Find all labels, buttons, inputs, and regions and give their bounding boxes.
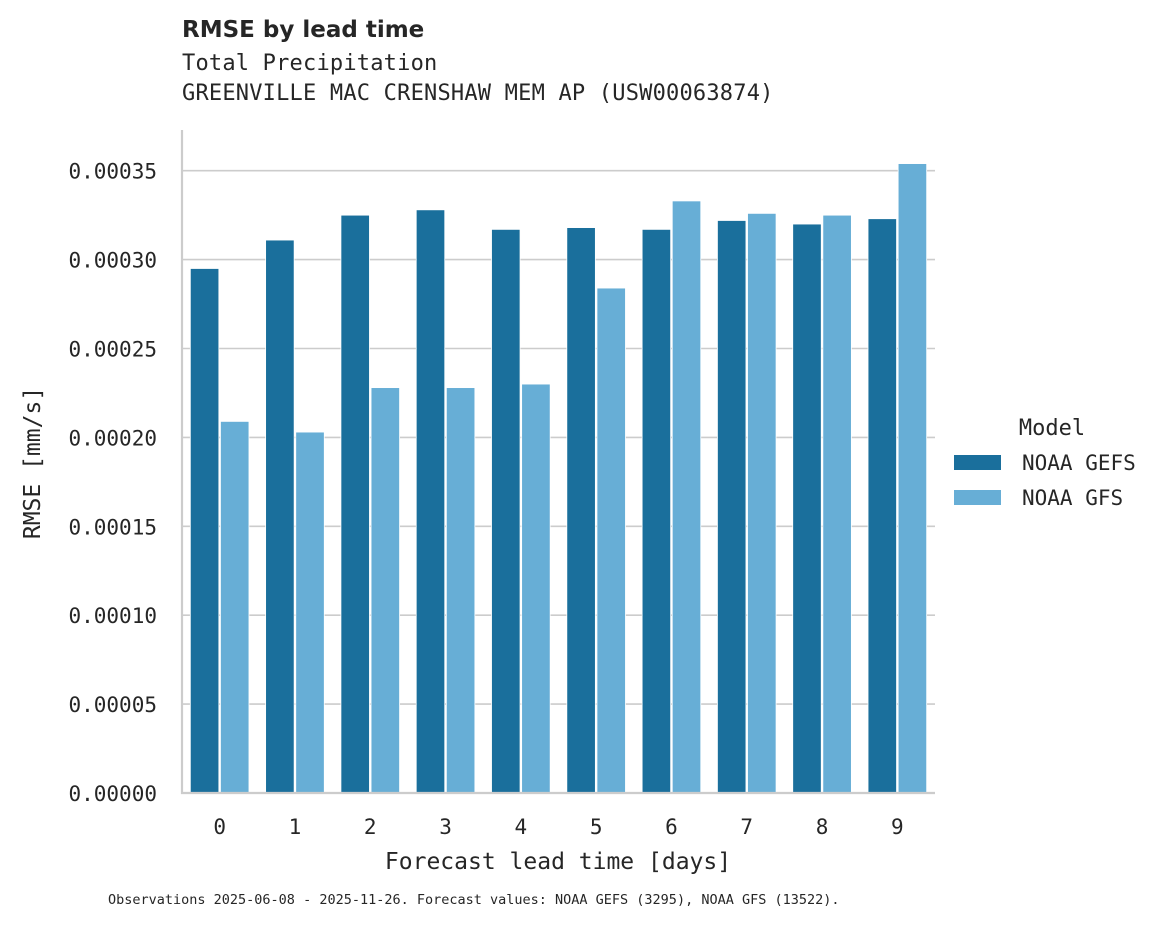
x-axis-ticks: 0 1 2 3 4 5 6 7 8 9	[213, 815, 903, 839]
bar-noaa-gfs-1	[295, 431, 325, 794]
y-tick-label: 0.00015	[68, 515, 157, 539]
bar-noaa-gfs-0	[220, 420, 250, 794]
y-tick-label: 0.00000	[68, 782, 157, 806]
bar-noaa-gefs-7	[717, 220, 747, 794]
x-tick-label: 4	[515, 815, 528, 839]
x-tick-label: 2	[364, 815, 377, 839]
y-tick-label: 0.00035	[68, 160, 157, 184]
bar-noaa-gefs-4	[491, 228, 521, 794]
x-tick-label: 3	[439, 815, 452, 839]
bar-noaa-gfs-9	[897, 163, 928, 794]
bar-noaa-gefs-2	[340, 214, 370, 794]
legend-swatch-noaa-gefs	[954, 455, 1001, 470]
y-tick-label: 0.00010	[68, 604, 157, 628]
bar-noaa-gefs-3	[415, 209, 446, 794]
y-tick-label: 0.00020	[68, 426, 157, 450]
axes	[180, 130, 935, 795]
bar-noaa-gefs-9	[867, 218, 897, 794]
x-tick-label: 6	[665, 815, 678, 839]
bar-noaa-gfs-4	[521, 383, 551, 794]
y-tick-label: 0.00030	[68, 249, 157, 273]
legend-swatch-noaa-gfs	[954, 490, 1001, 505]
y-tick-label: 0.00005	[68, 693, 157, 717]
x-tick-label: 0	[213, 815, 226, 839]
x-tick-label: 8	[816, 815, 829, 839]
bar-noaa-gefs-8	[792, 223, 822, 794]
x-tick-label: 1	[289, 815, 302, 839]
chart-title: RMSE by lead time	[182, 17, 425, 43]
x-tick-label: 9	[891, 815, 904, 839]
bar-noaa-gfs-7	[747, 212, 777, 794]
bar-noaa-gefs-6	[641, 228, 672, 794]
footnote: Observations 2025-06-08 - 2025-11-26. Fo…	[108, 892, 840, 908]
legend-title: Model	[1019, 416, 1085, 441]
legend-label: NOAA GEFS	[1022, 451, 1136, 475]
x-tick-label: 5	[590, 815, 603, 839]
y-axis-ticks: 0.00000 0.00005 0.00010 0.00015 0.00020 0.000…	[68, 160, 157, 806]
x-axis-label: Forecast lead time [days]	[385, 849, 731, 875]
bar-noaa-gfs-2	[370, 387, 400, 794]
bar-noaa-gefs-1	[265, 239, 295, 794]
x-tick-label: 7	[740, 815, 753, 839]
chart-subtitle-station: GREENVILLE MAC CRENSHAW MEM AP (USW00063…	[182, 81, 774, 106]
bar-noaa-gfs-5	[596, 287, 626, 794]
bar-noaa-gefs-0	[189, 268, 220, 794]
legend: Model NOAA GEFS NOAA GFS	[954, 416, 1136, 510]
bar-noaa-gefs-5	[566, 227, 596, 794]
chart-subtitle-variable: Total Precipitation	[182, 51, 438, 76]
gridlines	[182, 169, 935, 705]
y-axis-label: RMSE [mm/s]	[20, 387, 46, 539]
y-tick-label: 0.00025	[68, 338, 157, 362]
bar-noaa-gfs-3	[445, 387, 476, 794]
bars	[189, 163, 928, 794]
bar-noaa-gfs-8	[822, 214, 852, 794]
legend-label: NOAA GFS	[1022, 486, 1123, 510]
bar-noaa-gfs-6	[671, 200, 702, 794]
